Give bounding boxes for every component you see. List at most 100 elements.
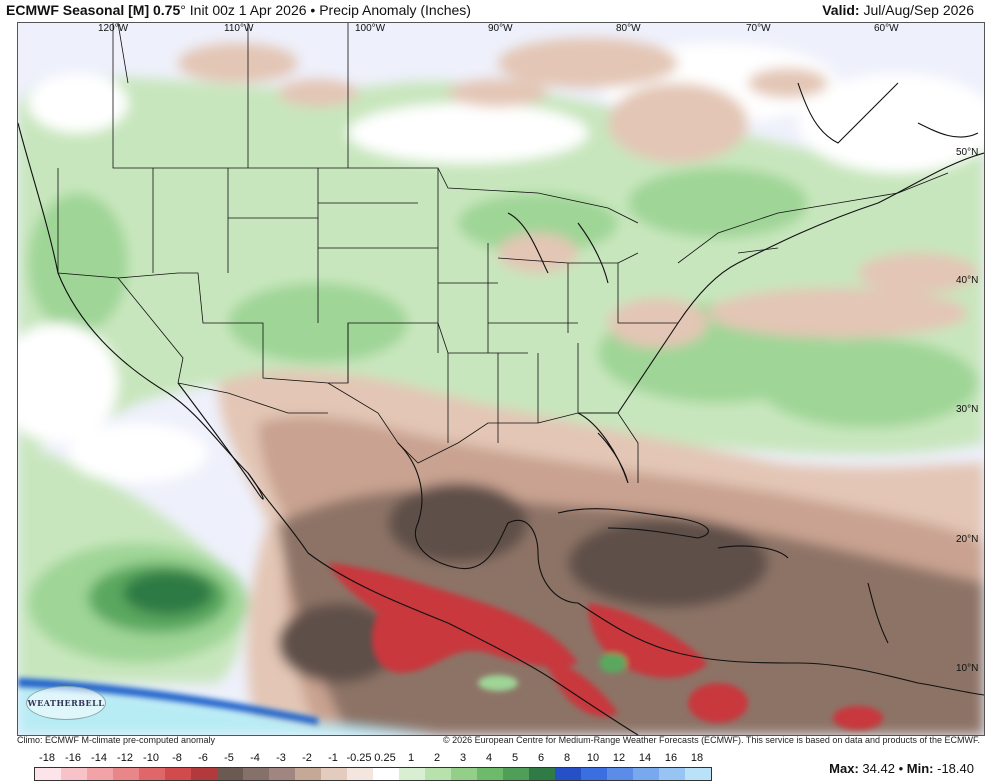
drylight-anomaly-area xyxy=(858,253,978,293)
scale-label: 1 xyxy=(407,752,415,764)
scale-swatch xyxy=(659,768,685,780)
scale-swatch xyxy=(139,768,165,780)
white-anomaly-area xyxy=(348,103,588,163)
drylight-anomaly-area xyxy=(448,79,548,107)
scale-label: 3 xyxy=(459,752,467,764)
white-anomaly-area xyxy=(68,423,208,483)
header-bar: ECMWF Seasonal [M] 0.75° Init 00z 1 Apr … xyxy=(0,0,1004,22)
lon-label-100w: 100°W xyxy=(355,23,386,34)
color-scale-labels: -18 -16 -14 -12 -10 -8 -6 -5 -4 -3 -2 -1 -0.25 0.25 1 2… xyxy=(34,752,714,766)
scale-label: -16 xyxy=(65,752,81,764)
wetmid-anomaly-area xyxy=(28,193,128,333)
scale-swatch xyxy=(633,768,659,780)
lat-label-50n: 50°N xyxy=(956,147,979,158)
white-anomaly-area xyxy=(798,73,984,173)
scale-label: 5 xyxy=(511,752,519,764)
scale-swatch xyxy=(269,768,295,780)
logo-text: WEATHERBELL xyxy=(27,698,105,708)
scale-swatch xyxy=(191,768,217,780)
scale-label: -12 xyxy=(117,752,133,764)
wetmid-anomaly-area xyxy=(458,193,618,253)
map-canvas xyxy=(18,23,984,735)
stats-bullet: • xyxy=(898,761,904,776)
lon-label-120w: 120°W xyxy=(98,23,129,34)
valid-value: Jul/Aug/Sep 2026 xyxy=(863,2,974,18)
color-scale-bar xyxy=(34,767,712,781)
scale-swatch xyxy=(529,768,555,780)
max-label: Max: xyxy=(829,761,859,776)
wetdeep-anomaly-area xyxy=(123,571,213,615)
drydeep-anomaly-area xyxy=(278,603,398,683)
scale-swatch xyxy=(581,768,607,780)
climo-note: Climo: ECMWF M-climate pre-computed anom… xyxy=(17,735,216,745)
scale-swatch xyxy=(685,768,711,780)
scale-swatch xyxy=(295,768,321,780)
scale-swatch xyxy=(555,768,581,780)
scale-label: -2 xyxy=(302,752,312,764)
init-time: Init 00z 1 Apr 2026 xyxy=(189,2,307,18)
drylight-anomaly-area xyxy=(178,43,298,83)
scale-swatch xyxy=(61,768,87,780)
scale-label: -3 xyxy=(276,752,286,764)
boundaries xyxy=(57,23,949,483)
wetdark-anomaly-area xyxy=(599,653,627,673)
red-anomaly-area xyxy=(328,563,578,673)
scale-label: -5 xyxy=(224,752,234,764)
model-name: ECMWF Seasonal [M] 0.75 xyxy=(6,2,181,18)
scale-label: -10 xyxy=(143,752,159,764)
lon-label-80w: 80°W xyxy=(616,23,641,34)
lon-label-90w: 90°W xyxy=(488,23,513,34)
scale-label: 10 xyxy=(586,752,600,764)
scale-label: 4 xyxy=(485,752,493,764)
scale-swatch xyxy=(347,768,373,780)
map-title: ECMWF Seasonal [M] 0.75° Init 00z 1 Apr … xyxy=(6,2,471,18)
drydeep-anomaly-area xyxy=(568,518,768,608)
degree-symbol: ° xyxy=(180,2,186,18)
drydeep-anomaly-area xyxy=(388,483,528,563)
red-anomaly-area xyxy=(538,653,618,717)
scale-swatch xyxy=(321,768,347,780)
title-bullet: • xyxy=(310,2,316,18)
drylight-anomaly-area xyxy=(708,288,968,338)
lon-label-70w: 70°W xyxy=(746,23,771,34)
scale-swatch xyxy=(217,768,243,780)
scale-swatch xyxy=(607,768,633,780)
scale-swatch xyxy=(425,768,451,780)
scale-swatch xyxy=(243,768,269,780)
scale-label: -6 xyxy=(198,752,208,764)
lon-label-110w: 110°W xyxy=(224,23,254,34)
red-anomaly-area xyxy=(688,683,748,723)
min-label: Min: xyxy=(906,761,934,776)
scale-label: 8 xyxy=(563,752,571,764)
coastlines xyxy=(18,82,984,735)
lat-label-10n: 10°N xyxy=(956,663,979,674)
scale-label: 18 xyxy=(690,752,704,764)
scale-swatch xyxy=(165,768,191,780)
valid-period: Valid: Jul/Aug/Sep 2026 xyxy=(822,2,974,18)
drylight-anomaly-area xyxy=(608,83,748,163)
wetmid-anomaly-area xyxy=(478,675,518,691)
scale-label: 2 xyxy=(433,752,441,764)
scale-label: -0.25 xyxy=(346,752,372,764)
scale-label: 14 xyxy=(638,752,652,764)
red-anomaly-area xyxy=(833,706,883,730)
lon-label-60w: 60°W xyxy=(874,23,899,34)
field-name: Precip Anomaly (Inches) xyxy=(319,2,471,18)
lat-label-20n: 20°N xyxy=(956,534,979,545)
scale-label: 6 xyxy=(537,752,545,764)
scale-label: -18 xyxy=(39,752,55,764)
wetmid-anomaly-area xyxy=(628,168,808,238)
weatherbell-logo: WEATHERBELL xyxy=(26,686,106,720)
scale-swatch xyxy=(35,768,61,780)
min-value: -18.40 xyxy=(937,761,974,776)
drylight-anomaly-area xyxy=(278,79,358,107)
scale-label: -4 xyxy=(250,752,260,764)
strong-anomalies xyxy=(18,563,883,730)
scale-label: -1 xyxy=(328,752,338,764)
scale-label: 12 xyxy=(612,752,626,764)
anomaly-map: 120°W 110°W 100°W 90°W 80°W 70°W 60°W 50… xyxy=(17,22,985,736)
max-min-readout: Max: 34.42 • Min: -18.40 xyxy=(829,761,974,776)
scale-swatch xyxy=(451,768,477,780)
scale-swatch xyxy=(87,768,113,780)
wetmid-anomaly-area xyxy=(758,338,978,428)
